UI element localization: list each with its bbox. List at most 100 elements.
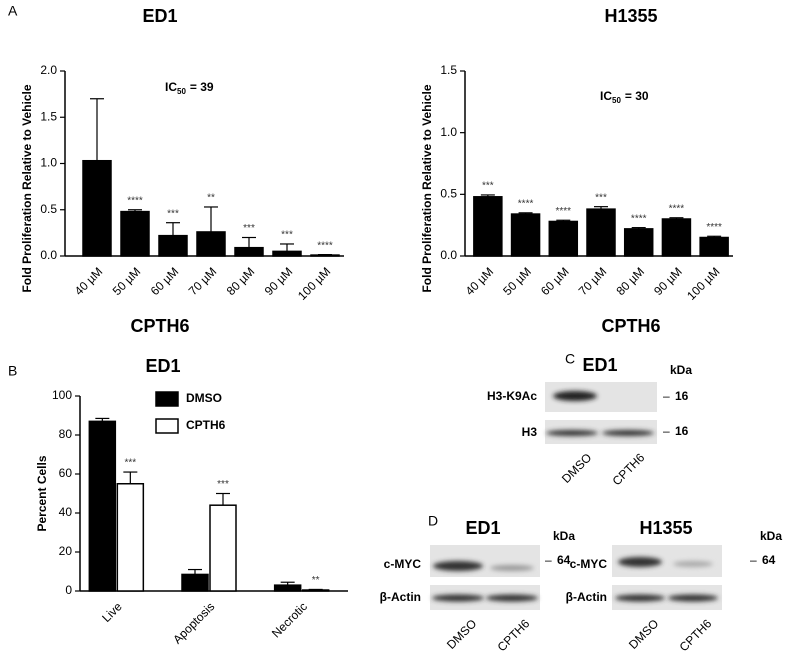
- bar: [234, 246, 264, 257]
- x-tick-label: 100 µM: [295, 264, 333, 302]
- x-tick-label: 100 µM: [684, 264, 722, 302]
- blot-d-ed1: ED1 kDa c-MYC β-Actin – 64 DMSO CPTH6: [380, 518, 576, 654]
- y-tick-label: 100: [52, 388, 72, 402]
- chart: ED1 CPTH6 Fold Proliferation Relative to V…: [20, 6, 344, 336]
- bar: [158, 234, 188, 257]
- legend-swatch: [155, 391, 179, 407]
- x-tick-label: 80 µM: [613, 264, 647, 298]
- chart-title: ED1: [142, 6, 177, 26]
- band: [553, 391, 597, 401]
- significance-label: ***: [243, 223, 255, 234]
- y-tick-label: 1.5: [40, 109, 57, 123]
- chart-title: ED1: [145, 356, 180, 376]
- y-tick-label: 60: [59, 466, 73, 480]
- x-tick-label: 40 µM: [72, 264, 106, 298]
- lane-label: CPTH6: [610, 450, 648, 488]
- band: [490, 565, 534, 571]
- ic50-annotation: IC50 = 39: [165, 80, 214, 96]
- significance-label: ****: [669, 203, 685, 214]
- lane-label: DMSO: [559, 450, 594, 485]
- legend-swatch: [155, 418, 179, 434]
- kda-label: kDa: [553, 529, 575, 543]
- x-tick-label: Live: [99, 599, 125, 625]
- x-tick-label: 40 µM: [463, 264, 497, 298]
- bar: [510, 213, 541, 257]
- bar: [196, 231, 226, 257]
- y-tick-label: 0: [65, 583, 72, 597]
- y-tick-label: 40: [59, 505, 73, 519]
- y-axis-title: Fold Proliferation Relative to Vehicle: [420, 84, 434, 292]
- significance-label: ***: [595, 192, 607, 203]
- row-label: H3-K9Ac: [487, 389, 537, 403]
- bar: [272, 250, 302, 257]
- significance-label: **: [312, 575, 320, 586]
- y-tick-label: 1.5: [440, 63, 457, 77]
- band: [602, 430, 654, 436]
- blot-c: ED1 kDa H3-K9Ac H3 – 16 – 16 DMSO CPTH6: [487, 355, 692, 488]
- ic50-base: IC: [600, 89, 612, 103]
- band: [486, 594, 538, 602]
- bar: [301, 589, 330, 592]
- bar: [209, 504, 237, 592]
- legend-label: DMSO: [186, 391, 222, 405]
- significance-label: ****: [706, 222, 722, 233]
- lane-label: CPTH6: [495, 616, 533, 654]
- blot-title: ED1: [582, 355, 617, 375]
- chart-title: H1355: [604, 6, 657, 26]
- ic50-base: IC: [165, 80, 177, 94]
- bar: [116, 483, 145, 592]
- blot-d-h1355: H1355 kDa c-MYC β-Actin – 64 DMSO CPTH6: [566, 518, 783, 654]
- blot-strip: [430, 545, 540, 577]
- panel-letter: D: [428, 513, 438, 529]
- significance-label: ***: [281, 230, 293, 241]
- significance-label: ***: [167, 208, 179, 219]
- row-label: β-Actin: [380, 590, 421, 604]
- bar: [661, 218, 692, 257]
- panel-letter: A: [8, 3, 18, 19]
- marker-dash: –: [750, 553, 757, 567]
- y-tick-label: 0.0: [40, 248, 57, 262]
- marker-dash: –: [663, 389, 670, 403]
- ic50-text: = 30: [625, 89, 649, 103]
- marker: 64: [557, 553, 571, 567]
- band: [618, 557, 662, 567]
- bar: [82, 159, 112, 257]
- row-label: H3: [522, 425, 538, 439]
- significance-label: ****: [555, 206, 571, 217]
- bar: [120, 210, 150, 257]
- y-tick-label: 0.0: [440, 248, 457, 262]
- row-label: β-Actin: [566, 590, 607, 604]
- x-axis-title: CPTH6: [601, 316, 660, 336]
- blot-title: ED1: [465, 518, 500, 538]
- marker-dash: –: [663, 424, 670, 438]
- kda-label: kDa: [760, 529, 782, 543]
- kda-label: kDa: [670, 363, 692, 377]
- band: [673, 561, 713, 567]
- band: [546, 430, 598, 436]
- y-tick-label: 80: [59, 427, 73, 441]
- blot-title: H1355: [639, 518, 692, 538]
- bar: [88, 420, 117, 592]
- lane-label: DMSO: [626, 616, 661, 651]
- x-tick-label: 80 µM: [224, 264, 258, 298]
- x-tick-label: 70 µM: [186, 264, 220, 298]
- ic50-text: = 39: [190, 80, 214, 94]
- x-tick-label: 50 µM: [110, 264, 144, 298]
- marker: 16: [675, 424, 689, 438]
- legend-label: CPTH6: [186, 418, 226, 432]
- marker: 64: [762, 553, 776, 567]
- ic50-annotation: IC50 = 30: [600, 89, 649, 105]
- x-axis-title: CPTH6: [130, 316, 189, 336]
- chart: H1355 CPTH6 Fold Proliferation Relative to…: [420, 6, 733, 336]
- y-tick-label: 0.5: [440, 187, 457, 201]
- x-tick-label: Necrotic: [269, 599, 310, 640]
- x-tick-label: 60 µM: [538, 264, 572, 298]
- significance-label: ****: [518, 198, 534, 209]
- x-tick-label: 50 µM: [500, 264, 534, 298]
- band: [615, 594, 665, 602]
- marker-dash: –: [545, 553, 552, 567]
- lane-label: CPTH6: [677, 616, 715, 654]
- significance-label: ***: [482, 181, 494, 192]
- panel-letter: B: [8, 363, 17, 379]
